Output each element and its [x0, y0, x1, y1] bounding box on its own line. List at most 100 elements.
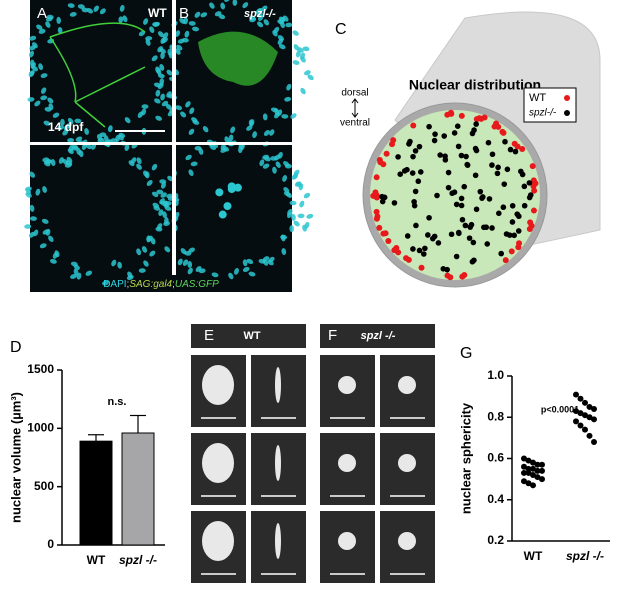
nucleus [272, 30, 278, 37]
nucleus-dot [530, 177, 537, 184]
nucleus [118, 16, 124, 24]
nucleus [257, 21, 264, 28]
nucleus [157, 31, 164, 38]
nucleus-dot [395, 154, 401, 160]
nucleus [160, 192, 167, 198]
nucleus [164, 246, 171, 253]
nucleus [295, 50, 301, 58]
nucleus-dot [373, 174, 380, 181]
nucleus [32, 42, 38, 49]
caption: DAPI;SAG:gal4;UAS:GFP [103, 279, 219, 290]
nucleus-dot [519, 146, 526, 153]
nucleus-dot [526, 226, 533, 233]
nucleus [278, 44, 286, 50]
nucleus-dot [458, 112, 465, 119]
genotype-label: WT [243, 330, 260, 342]
nucleus [29, 204, 35, 212]
data-point [525, 457, 532, 464]
nucleus-dot [471, 257, 477, 264]
nucleus [136, 157, 142, 165]
nucleus-dot [381, 194, 388, 201]
nucleus [259, 159, 265, 167]
nucleus [157, 223, 163, 230]
nucleus [220, 2, 226, 10]
nucleus-dot [447, 274, 454, 281]
nucleus-dot [459, 273, 466, 280]
nucleus-dot [410, 122, 417, 129]
nucleus [42, 229, 50, 235]
nucleus-dot [410, 246, 416, 252]
nucleus [242, 259, 248, 267]
nucleus [42, 186, 47, 193]
nucleus-render [202, 443, 234, 483]
nucleus [36, 24, 43, 31]
nucleus [57, 26, 63, 34]
nucleus [182, 259, 189, 266]
x-tick-label: spzl -/- [566, 549, 604, 563]
nucleus-dot [504, 166, 511, 173]
nucleus [198, 268, 206, 274]
nucleus [277, 151, 283, 159]
nucleus [215, 188, 224, 197]
nucleus [144, 171, 150, 179]
nucleus [188, 128, 195, 135]
nucleus-dot [453, 253, 460, 260]
nucleus-render [338, 532, 356, 550]
nucleus [209, 2, 215, 9]
nucleus [33, 229, 39, 237]
nucleus [232, 0, 238, 6]
nucleus [283, 187, 290, 193]
bar [79, 440, 113, 546]
nucleus-dot [473, 206, 480, 213]
nucleus-dot [376, 157, 383, 164]
nucleus [176, 44, 183, 51]
nucleus [151, 55, 158, 62]
nucleus-render [202, 521, 234, 561]
nucleus [117, 261, 122, 269]
nucleus [300, 56, 306, 63]
data-point [521, 463, 527, 470]
nucleus-dot [373, 208, 380, 215]
nucleus-dot [412, 148, 419, 154]
nucleus-dot [462, 222, 469, 229]
nucleus [161, 100, 169, 107]
nucleus [141, 246, 148, 253]
nucleus-dot [431, 137, 438, 144]
data-point [591, 439, 597, 445]
nucleus-dot [372, 193, 379, 200]
y-tick-label: 1500 [27, 362, 54, 376]
data-point [582, 412, 588, 419]
nucleus [307, 74, 314, 81]
data-point [577, 422, 584, 429]
nucleus-dot [458, 152, 465, 159]
nucleus [162, 211, 167, 219]
panel-header [191, 324, 306, 348]
nucleus [60, 118, 65, 126]
gfp-signal [198, 31, 278, 86]
nucleus [222, 146, 230, 152]
nucleus-dot [409, 170, 416, 176]
nucleus [291, 213, 296, 221]
nucleus [188, 21, 196, 26]
data-point [577, 410, 584, 417]
nucleus [74, 118, 82, 124]
nucleus [280, 234, 286, 242]
nucleus [152, 21, 160, 27]
divider [172, 0, 176, 275]
nucleus-dot [451, 130, 458, 136]
nucleus [155, 115, 162, 121]
nucleus-dot [500, 204, 507, 211]
nucleus [99, 8, 106, 15]
nucleus-dot [469, 130, 476, 137]
nucleus [29, 35, 37, 41]
nucleus [248, 271, 256, 277]
nucleus [185, 101, 191, 108]
legend-label: spzl-/- [529, 108, 557, 119]
nucleus [146, 180, 153, 186]
nucleus-dot [496, 210, 502, 217]
nucleus [300, 87, 306, 95]
nucleus [124, 117, 131, 124]
nuclei [370, 109, 539, 281]
nucleus [152, 202, 160, 208]
nucleus [41, 218, 49, 224]
